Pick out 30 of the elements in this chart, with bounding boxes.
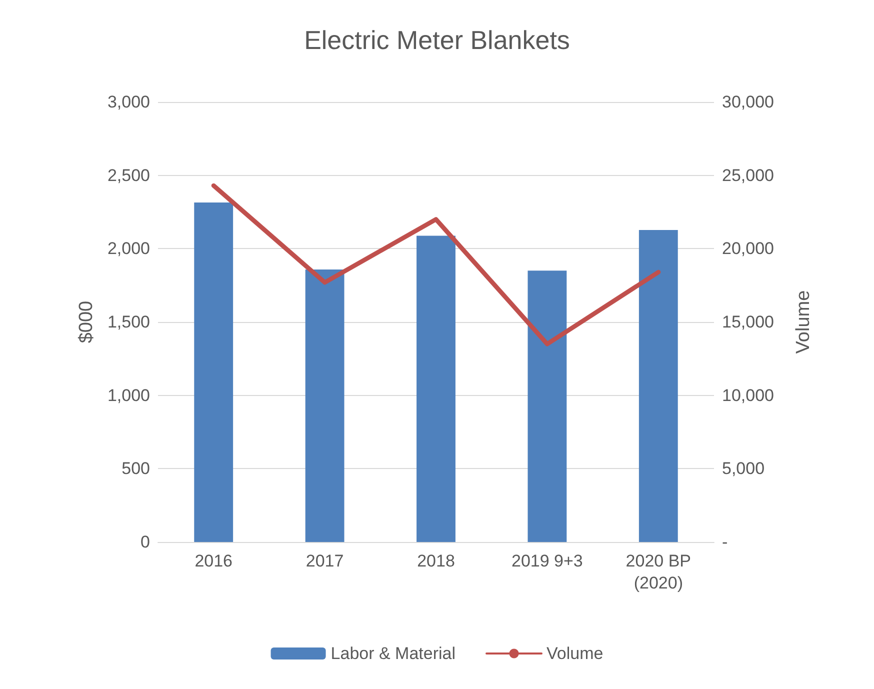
y2-tick-label: 20,000 bbox=[722, 239, 774, 258]
line-series bbox=[211, 183, 661, 346]
y-tick-label: 1,500 bbox=[107, 312, 150, 332]
x-tick-label: 2018 bbox=[417, 552, 455, 570]
y-tick-label: 2,000 bbox=[107, 239, 150, 258]
y-tick-label: 0 bbox=[140, 532, 150, 552]
bar bbox=[305, 269, 344, 542]
bar bbox=[638, 230, 678, 542]
y-tick-label: 2,500 bbox=[107, 166, 150, 185]
legend-label: Volume bbox=[546, 644, 604, 663]
y2-tick-label: 5,000 bbox=[722, 459, 765, 478]
bar bbox=[528, 270, 567, 542]
x-tick-label: 2019 9+3 bbox=[512, 552, 583, 570]
bar bbox=[416, 236, 456, 542]
y-tick-label: 1,000 bbox=[107, 386, 150, 405]
y2-tick-label: - bbox=[722, 532, 728, 552]
bar bbox=[194, 202, 234, 542]
y2-tick-label: 15,000 bbox=[722, 312, 774, 332]
y-tick-label: 3,000 bbox=[107, 92, 150, 112]
y2-tick-label: 30,000 bbox=[722, 92, 774, 112]
y-tick-label: 500 bbox=[122, 459, 150, 478]
chart-title: Electric Meter Blankets bbox=[304, 25, 570, 55]
x-tick-label: 2020 BP (2020) bbox=[626, 552, 692, 592]
legend-label: Labor & Material bbox=[330, 644, 456, 663]
y-axis-title: $000 bbox=[76, 300, 97, 344]
y2-axis-title: Volume bbox=[793, 290, 814, 354]
x-tick-label: 2016 bbox=[194, 552, 233, 570]
y2-tick-label: 10,000 bbox=[722, 386, 774, 405]
y2-tick-label: 25,000 bbox=[722, 166, 774, 185]
x-tick-label: 2017 bbox=[306, 552, 344, 570]
